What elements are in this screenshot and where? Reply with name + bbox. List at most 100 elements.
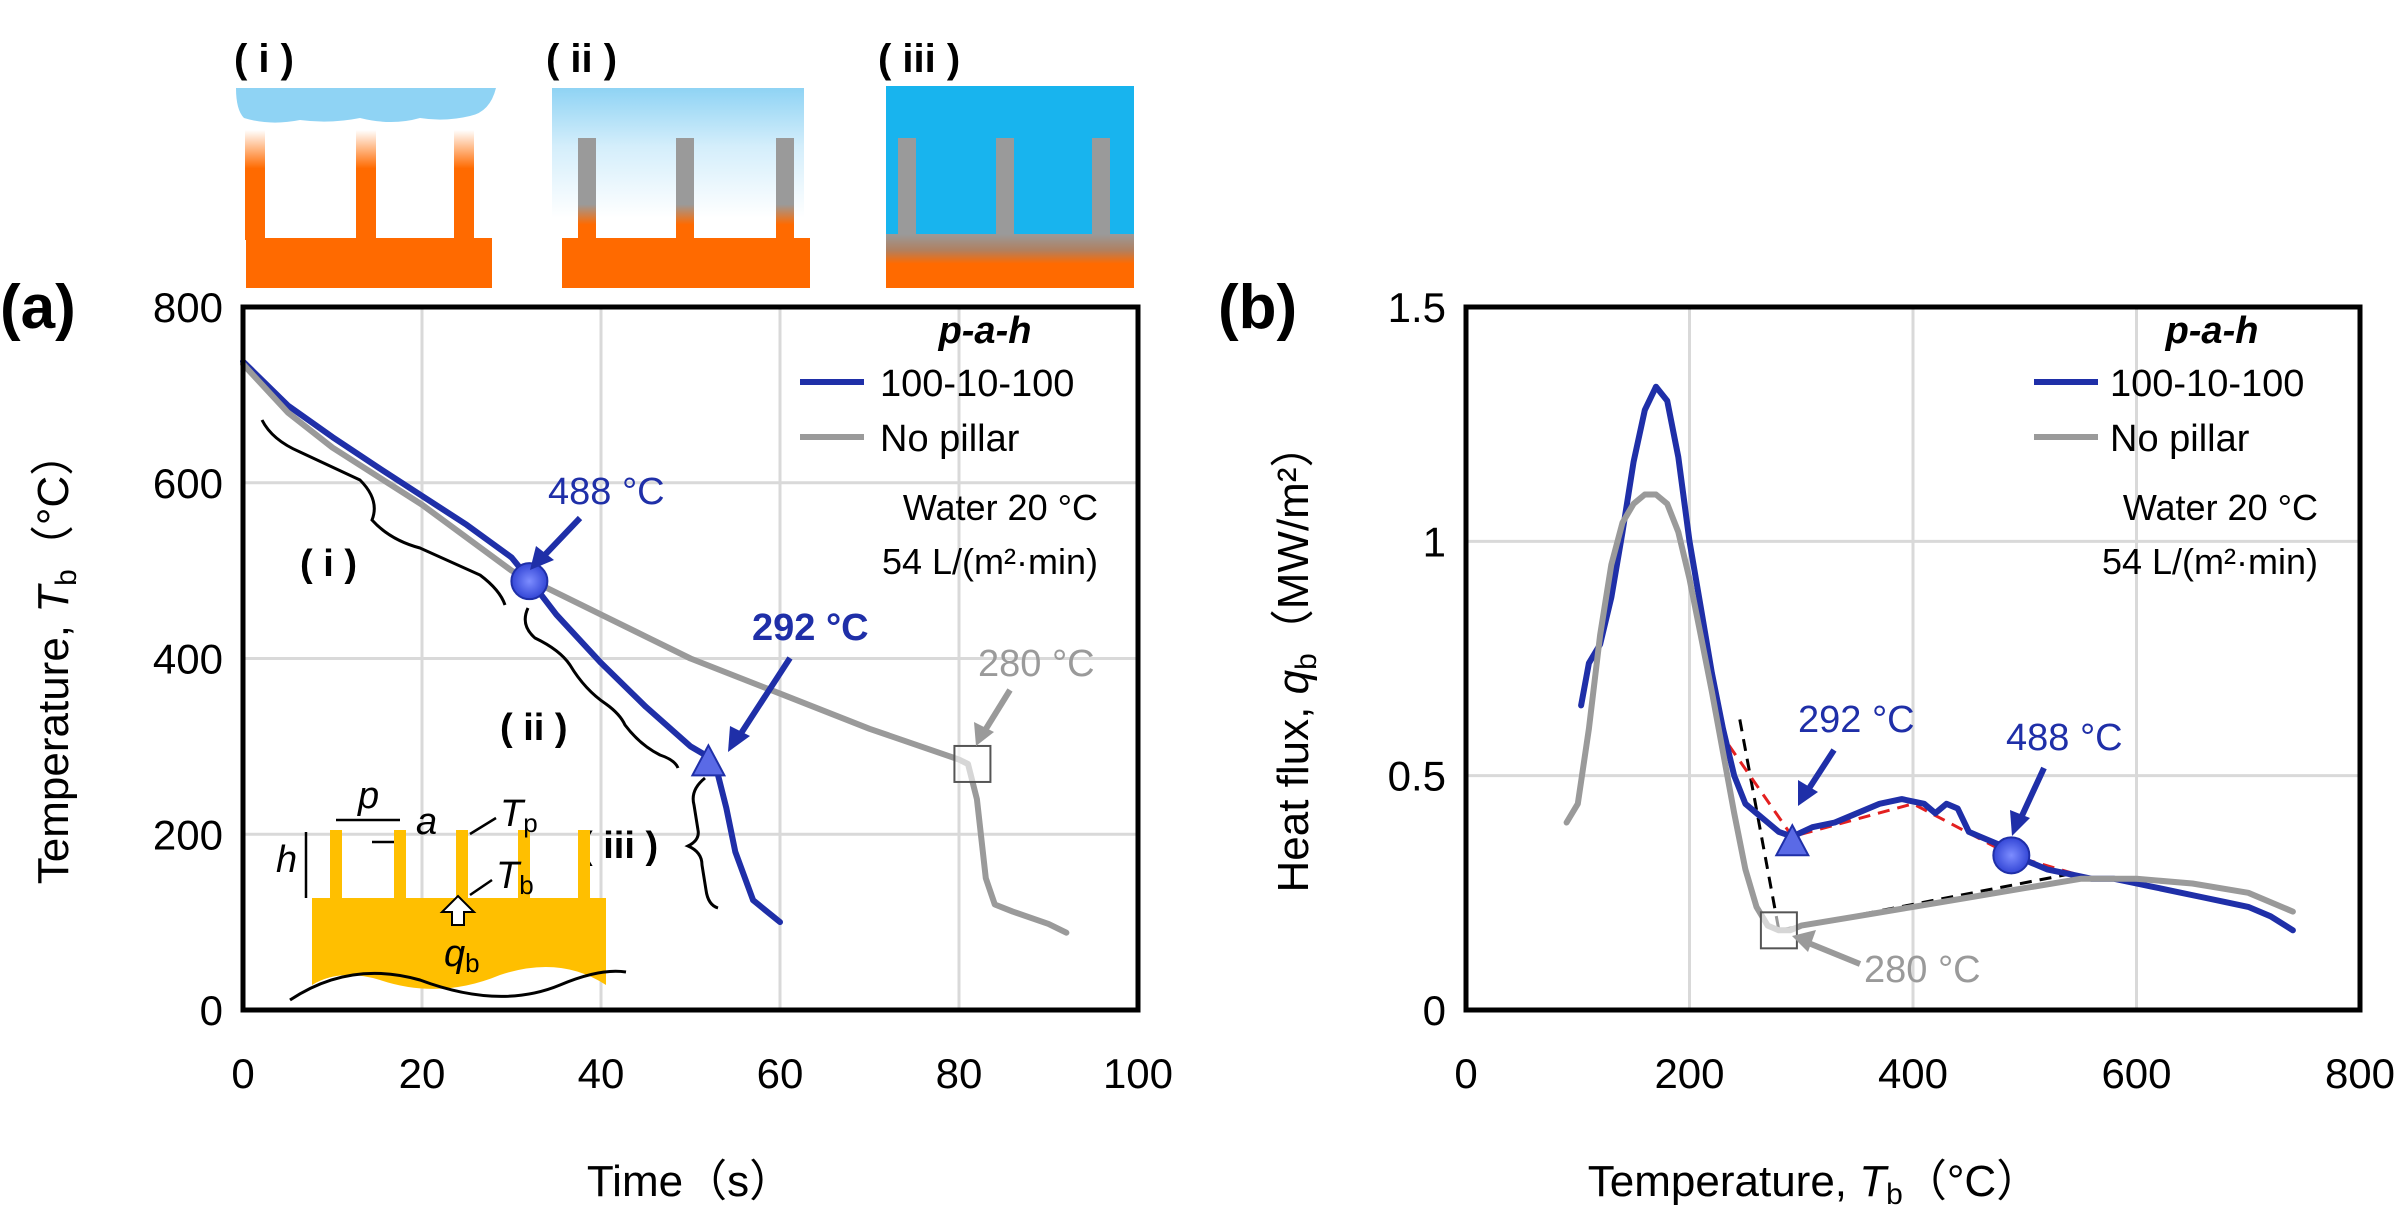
inset-h-label: h (276, 839, 297, 881)
brace-stage-i (260, 419, 507, 606)
panel-a-arrow-292 (735, 656, 793, 740)
x-tick-label: 20 (399, 1050, 446, 1097)
inset-tp-pointer (469, 816, 497, 836)
panel-b-arrow-292 (1805, 748, 1837, 792)
inset-qb-label: qb (444, 933, 480, 978)
y-tick-label: 200 (153, 811, 223, 858)
panel-b-annotation-280: 280 °C (1864, 949, 1981, 991)
panel-a-arrowhead-488 (530, 546, 554, 570)
panel-b-annotation-292: 292 °C (1798, 699, 1915, 741)
panel-b-fit-lines (1716, 719, 2093, 933)
panel-b-legend-label-gray: No pillar (2110, 418, 2250, 460)
panel-b-arrow-488 (2017, 766, 2047, 822)
panel-a-annotation-292: 292 °C (752, 607, 869, 649)
panel-b-x-label: Temperature, Tb（°C） (1588, 1157, 2040, 1210)
panel-a-arrowhead-280 (974, 722, 994, 746)
panel-b-frame (1463, 304, 2363, 1013)
y-tick-label: 600 (153, 460, 223, 507)
panel-b-condition-water: Water 20 °C (2123, 487, 2318, 528)
x-tick-label: 0 (231, 1050, 254, 1097)
panel-b: (b) 0 200 400 600 800 0 0.5 1 1.5 Temperature, … (1218, 273, 2395, 1210)
panel-a-arrow-488 (537, 515, 583, 563)
schematic-stage-i: ( i ) (234, 37, 496, 288)
stage-iii-label: ( iii ) (878, 37, 960, 81)
inset-tb-label: Tb (496, 855, 534, 900)
brace-stage-ii (523, 607, 680, 769)
brace-stage-iii (684, 776, 719, 910)
x-tick-label: 0 (1454, 1050, 1477, 1097)
panel-b-arrowhead-280 (1792, 930, 1816, 952)
panel-a-series (240, 358, 1070, 936)
panel-a-arrowhead-292 (728, 726, 750, 752)
inset-block (312, 898, 606, 989)
series-line-blue (240, 358, 783, 926)
panel-b-y-label: Heat flux, qb（MW/m²） (1269, 424, 1323, 893)
panel-a-x-ticks: 0 20 40 60 80 100 (231, 1050, 1173, 1097)
panel-b-arrowhead-292 (1798, 780, 1818, 806)
panel-a-y-ticks: 0 200 400 600 800 (153, 284, 223, 1034)
marker-292-triangle (690, 743, 727, 777)
marker-280-square (1759, 911, 1798, 950)
x-tick-label: 200 (1654, 1050, 1724, 1097)
marker-488-circle (1992, 836, 2031, 875)
panel-a: (a) 0 20 40 60 80 100 0 200 400 600 800 Time（s） T… (0, 273, 1173, 1206)
marker-292-triangle (1774, 823, 1810, 857)
y-tick-label: 0 (1423, 987, 1446, 1034)
fit-line-black (1738, 719, 2070, 933)
inset-p-label: p (357, 775, 379, 817)
panel-a-condition-water: Water 20 °C (903, 487, 1098, 528)
inset-a-label: a (416, 801, 437, 843)
panel-b-legend-title: p-a-h (2165, 310, 2259, 352)
x-tick-label: 60 (757, 1050, 804, 1097)
inset-tp-label: Tp (500, 793, 538, 838)
x-tick-label: 40 (578, 1050, 625, 1097)
y-tick-label: 400 (153, 636, 223, 683)
x-tick-label: 400 (1878, 1050, 1948, 1097)
panel-a-x-label: Time（s） (587, 1157, 793, 1206)
series-line-gray (240, 361, 1070, 936)
panel-a-frame (240, 304, 1141, 1013)
panel-a-letter: (a) (0, 273, 76, 342)
panel-b-arrowhead-488 (2010, 810, 2030, 836)
panel-b-annotation-488: 488 °C (2006, 717, 2123, 759)
stage-ii-label: ( ii ) (546, 37, 617, 81)
panel-a-legend-label-blue: 100-10-100 (880, 363, 1074, 405)
panel-a-annotation-280: 280 °C (978, 643, 1095, 685)
panel-b-legend-label-blue: 100-10-100 (2110, 363, 2304, 405)
series-line-blue (1578, 383, 2296, 934)
x-tick-label: 80 (936, 1050, 983, 1097)
brace-stage-iii-label: ( iii ) (580, 825, 658, 867)
series-line-gray (1563, 491, 2296, 934)
schematic-stage-ii: ( ii ) (546, 37, 810, 288)
panel-a-arrow-280 (981, 688, 1013, 734)
marker-488-circle (510, 562, 549, 601)
stage-i-label: ( i ) (234, 37, 294, 81)
schematic-stage-iii: ( iii ) (878, 37, 1134, 288)
y-tick-label: 0 (200, 987, 223, 1034)
panel-a-condition-flow: 54 L/(m²·min) (882, 541, 1098, 582)
panel-a-y-label: Temperature, Tb（°C） (29, 432, 83, 884)
inset-heat-arrow (439, 894, 477, 926)
brace-stage-ii-label: ( ii ) (500, 707, 568, 749)
y-tick-label: 0.5 (1388, 753, 1446, 800)
panel-b-y-ticks: 0 0.5 1 1.5 (1388, 284, 1446, 1034)
x-tick-label: 800 (2325, 1050, 2395, 1097)
fit-line-red (1716, 727, 2093, 881)
y-tick-label: 800 (153, 284, 223, 331)
panel-a-grid (243, 307, 1138, 1010)
panel-b-x-ticks: 0 200 400 600 800 (1454, 1050, 2395, 1097)
inset-wavy-bottom (289, 969, 627, 1002)
inset-tb-pointer (469, 878, 493, 897)
x-tick-label: 600 (2101, 1050, 2171, 1097)
panel-a-legend-label-gray: No pillar (880, 418, 1020, 460)
panel-a-annotation-488: 488 °C (548, 471, 665, 513)
panel-a-legend-title: p-a-h (938, 310, 1032, 352)
y-tick-label: 1.5 (1388, 284, 1446, 331)
panel-b-condition-flow: 54 L/(m²·min) (2102, 541, 2318, 582)
panel-b-series (1563, 383, 2296, 950)
inset-pillar-schematic: p a h Tp Tb qb (276, 775, 627, 1002)
panel-b-letter: (b) (1218, 273, 1297, 342)
brace-stage-i-label: ( i ) (300, 543, 357, 585)
y-tick-label: 1 (1423, 518, 1446, 565)
